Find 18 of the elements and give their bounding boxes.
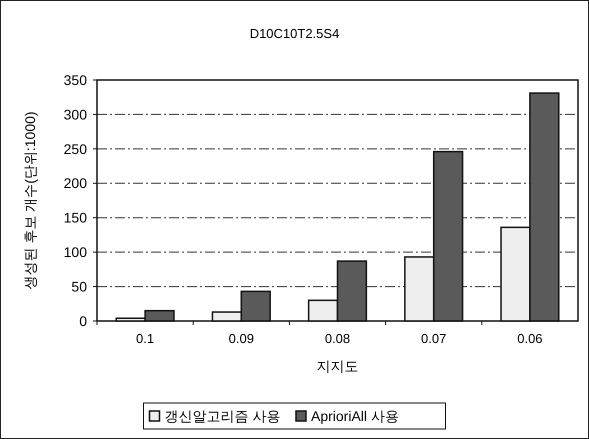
chart-title: D10C10T2.5S4: [250, 26, 340, 41]
x-tick-label: 0.07: [421, 331, 446, 346]
x-tick-label: 0.1: [136, 331, 154, 346]
y-tick-label: 350: [64, 72, 88, 88]
y-tick-label: 300: [64, 106, 88, 122]
x-tick-label: 0.09: [228, 331, 254, 346]
y-tick-label: 200: [64, 175, 88, 192]
x-axis-title: 지지도: [316, 358, 358, 374]
y-tick-label: 100: [64, 244, 88, 260]
y-tick-label: 150: [64, 210, 88, 226]
y-tick-label: 0: [79, 312, 88, 329]
y-axis-title: 생성된 후보 개수(단위:1000): [22, 111, 38, 290]
legend-label: AprioriAll 사용: [311, 408, 399, 424]
y-tick-label: 250: [64, 140, 88, 157]
x-tick-label: 0.08: [324, 331, 350, 346]
legend-label: 갱신알고리즘 사용: [164, 408, 280, 424]
x-tick-label: 0.06: [517, 331, 543, 346]
y-tick-label: 50: [71, 278, 88, 294]
